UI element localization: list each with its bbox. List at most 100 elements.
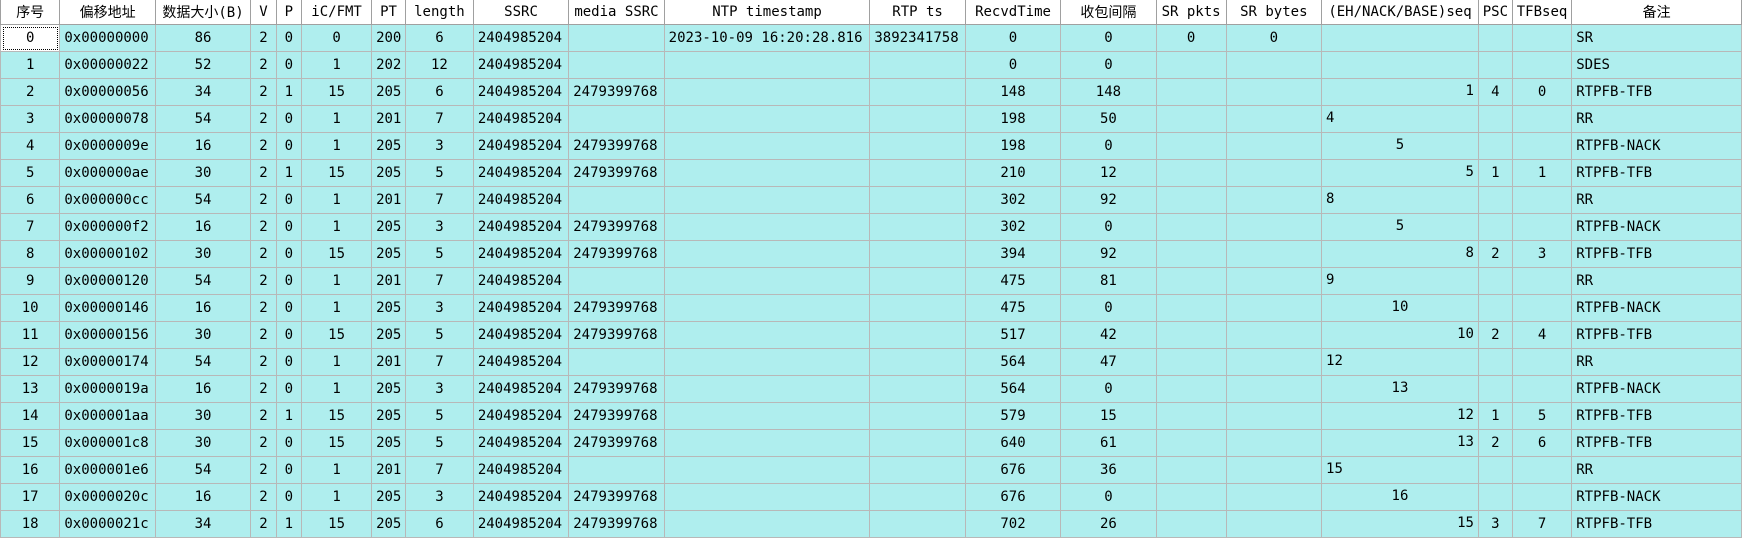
cell-media[interactable]: [568, 456, 665, 484]
cell-ntp[interactable]: [663, 267, 871, 295]
cell-size[interactable]: 30: [154, 159, 252, 187]
cell-size[interactable]: 30: [154, 240, 252, 268]
cell-ntp[interactable]: [663, 456, 871, 484]
cell-rtp[interactable]: [869, 105, 966, 133]
cell-srb[interactable]: [1225, 294, 1323, 322]
cell-p[interactable]: 0: [275, 456, 303, 484]
cell-note[interactable]: RTPFB-NACK: [1571, 294, 1742, 322]
cell-seq[interactable]: 16: [1321, 483, 1479, 511]
cell-rtp[interactable]: [869, 159, 966, 187]
cell-p[interactable]: 0: [275, 24, 303, 52]
cell-v[interactable]: 2: [250, 51, 277, 79]
cell-psc[interactable]: [1477, 186, 1513, 214]
column-header-recv[interactable]: RecvdTime: [964, 0, 1062, 25]
cell-pt[interactable]: 205: [371, 402, 406, 430]
cell-ic[interactable]: 15: [301, 402, 373, 430]
cell-srb[interactable]: [1225, 186, 1323, 214]
cell-seq[interactable]: 13: [1321, 429, 1479, 457]
cell-pt[interactable]: 205: [371, 294, 406, 322]
column-header-seq[interactable]: (EH/NACK/BASE)seq: [1321, 0, 1479, 25]
cell-len[interactable]: 5: [404, 240, 474, 268]
cell-ic[interactable]: 15: [301, 429, 373, 457]
cell-recv[interactable]: 579: [964, 402, 1062, 430]
column-header-ic[interactable]: iC/FMT: [301, 0, 373, 25]
cell-recv[interactable]: 302: [964, 186, 1062, 214]
table-row[interactable]: 5 0x000000ae 30 2 1 15 205 5 2404985204 247939976…: [0, 159, 1742, 187]
cell-recv[interactable]: 0: [964, 24, 1062, 52]
cell-ssrc[interactable]: 2404985204: [472, 159, 570, 187]
cell-idx[interactable]: 2: [0, 78, 61, 106]
cell-psc[interactable]: 1: [1477, 159, 1513, 187]
cell-v[interactable]: 2: [250, 186, 277, 214]
cell-note[interactable]: RTPFB-TFB: [1571, 510, 1742, 538]
cell-size[interactable]: 16: [154, 294, 252, 322]
cell-addr[interactable]: 0x000001aa: [59, 402, 156, 430]
cell-ntp[interactable]: [663, 213, 871, 241]
cell-srb[interactable]: [1225, 105, 1323, 133]
cell-pt[interactable]: 205: [371, 213, 406, 241]
cell-v[interactable]: 2: [250, 348, 277, 376]
cell-ic[interactable]: 1: [301, 267, 373, 295]
cell-idx[interactable]: 18: [0, 510, 61, 538]
cell-psc[interactable]: 4: [1477, 78, 1513, 106]
cell-ic[interactable]: 15: [301, 78, 373, 106]
cell-p[interactable]: 0: [275, 375, 303, 403]
cell-addr[interactable]: 0x000001c8: [59, 429, 156, 457]
cell-addr[interactable]: 0x00000120: [59, 267, 156, 295]
cell-addr[interactable]: 0x000000ae: [59, 159, 156, 187]
cell-pt[interactable]: 205: [371, 159, 406, 187]
cell-media[interactable]: 2479399768: [568, 132, 665, 160]
cell-gap[interactable]: 12: [1060, 159, 1157, 187]
cell-size[interactable]: 86: [154, 24, 252, 52]
cell-size[interactable]: 30: [154, 402, 252, 430]
cell-psc[interactable]: [1477, 294, 1513, 322]
cell-ntp[interactable]: [663, 105, 871, 133]
cell-v[interactable]: 2: [250, 510, 277, 538]
cell-gap[interactable]: 36: [1060, 456, 1157, 484]
cell-size[interactable]: 30: [154, 321, 252, 349]
cell-v[interactable]: 2: [250, 105, 277, 133]
cell-size[interactable]: 16: [154, 132, 252, 160]
cell-srp[interactable]: [1155, 78, 1227, 106]
cell-rtp[interactable]: [869, 78, 966, 106]
cell-seq[interactable]: 4: [1321, 105, 1479, 133]
cell-rtp[interactable]: [869, 240, 966, 268]
cell-len[interactable]: 7: [404, 348, 474, 376]
cell-ntp[interactable]: [663, 348, 871, 376]
cell-ic[interactable]: 1: [301, 51, 373, 79]
column-header-tfb[interactable]: TFBseq: [1511, 0, 1573, 25]
cell-v[interactable]: 2: [250, 429, 277, 457]
cell-psc[interactable]: [1477, 51, 1513, 79]
cell-seq[interactable]: [1321, 24, 1479, 52]
cell-ic[interactable]: 1: [301, 483, 373, 511]
cell-srp[interactable]: [1155, 240, 1227, 268]
cell-gap[interactable]: 15: [1060, 402, 1157, 430]
cell-idx[interactable]: 4: [0, 132, 61, 160]
cell-gap[interactable]: 81: [1060, 267, 1157, 295]
cell-v[interactable]: 2: [250, 294, 277, 322]
cell-ssrc[interactable]: 2404985204: [472, 321, 570, 349]
cell-psc[interactable]: [1477, 456, 1513, 484]
cell-media[interactable]: 2479399768: [568, 510, 665, 538]
cell-size[interactable]: 16: [154, 483, 252, 511]
cell-media[interactable]: 2479399768: [568, 294, 665, 322]
cell-ic[interactable]: 15: [301, 510, 373, 538]
cell-v[interactable]: 2: [250, 24, 277, 52]
cell-media[interactable]: [568, 105, 665, 133]
cell-tfb[interactable]: [1511, 294, 1573, 322]
cell-p[interactable]: 1: [275, 402, 303, 430]
cell-ic[interactable]: 15: [301, 159, 373, 187]
cell-psc[interactable]: [1477, 105, 1513, 133]
table-row[interactable]: 13 0x0000019a 16 2 0 1 205 3 2404985204 247939976…: [0, 375, 1742, 403]
cell-srb[interactable]: [1225, 78, 1323, 106]
cell-note[interactable]: RR: [1571, 105, 1742, 133]
cell-ntp[interactable]: [663, 186, 871, 214]
table-row[interactable]: 17 0x0000020c 16 2 0 1 205 3 2404985204 247939976…: [0, 483, 1742, 511]
cell-v[interactable]: 2: [250, 132, 277, 160]
cell-srp[interactable]: [1155, 429, 1227, 457]
cell-tfb[interactable]: 1: [1511, 159, 1573, 187]
cell-gap[interactable]: 61: [1060, 429, 1157, 457]
cell-note[interactable]: RTPFB-NACK: [1571, 213, 1742, 241]
cell-idx[interactable]: 6: [0, 186, 61, 214]
